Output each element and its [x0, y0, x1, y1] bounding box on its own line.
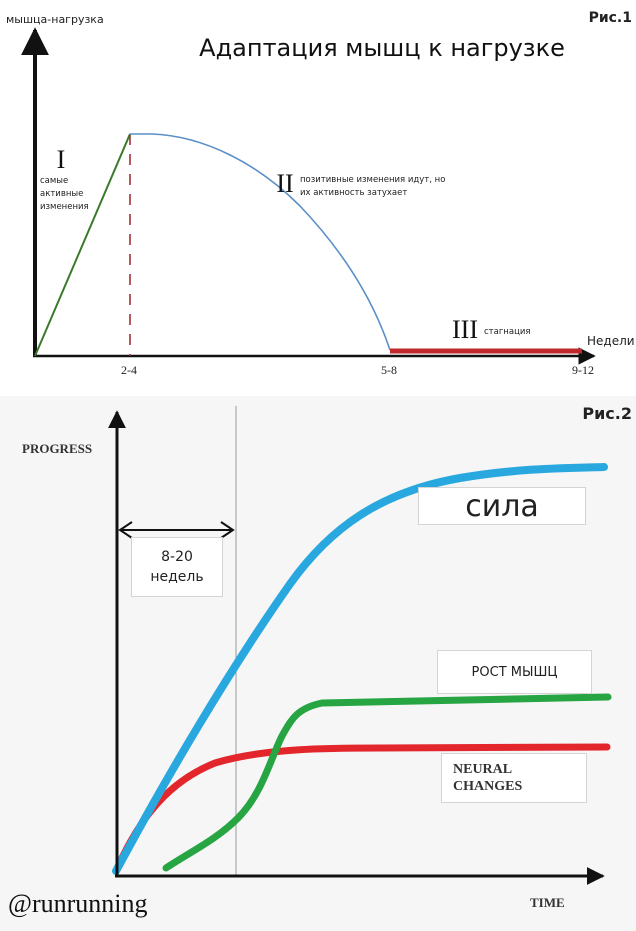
fig1-y-axis-label: мышца-нагрузка: [6, 13, 104, 26]
neural-changes-legend-box: NEURAL CHANGES: [441, 753, 587, 803]
phase-2-numeral: II: [276, 169, 293, 198]
phase-3-label: стагнация: [484, 327, 531, 337]
fig2-figure-label: Рис.2: [582, 404, 632, 423]
phase-1-label-line: активные: [40, 189, 83, 199]
figure-1-panel: 2-4 5-8 9-12 мышца-нагрузка Недели Рис.1…: [0, 0, 636, 396]
watermark: @runrunning: [8, 889, 148, 918]
strength-legend-label: сила: [465, 488, 539, 524]
phase-1-label-line: самые: [40, 176, 68, 186]
phase-3-numeral: III: [452, 315, 478, 344]
muscle-growth-legend-label: РОСТ МЫШЦ: [471, 664, 558, 680]
phase-1-label-line: изменения: [40, 202, 89, 212]
fig1-title: Адаптация мышц к нагрузке: [199, 34, 565, 62]
fig1-x-tick: 2-4: [121, 363, 137, 377]
interval-label-line: 8-20: [161, 549, 193, 565]
strength-curve: [112, 463, 608, 875]
phase-2-curve: [130, 133, 391, 351]
interval-label-line: недель: [150, 569, 204, 585]
fig2-y-axis-label: PROGRESS: [22, 441, 92, 456]
interval-arrow-head-right: [220, 521, 235, 539]
muscle-growth-curve: [162, 693, 612, 872]
interval-arrow-head-left: [118, 521, 133, 539]
phase-1-line: [34, 133, 131, 357]
neural-changes-legend-line: NEURAL: [453, 762, 513, 777]
strength-legend-box: сила: [418, 487, 586, 525]
figure-2-plot: PROGRESS TIME Рис.2: [22, 404, 632, 910]
fig1-x-tick: 9-12: [572, 363, 594, 377]
fig1-figure-label: Рис.1: [589, 10, 632, 26]
muscle-growth-legend-box: РОСТ МЫШЦ: [437, 650, 592, 694]
fig2-x-axis-label: TIME: [530, 895, 565, 910]
phase-1-numeral: I: [57, 145, 66, 174]
phase-2-label-line: их активность затухает: [300, 188, 407, 198]
figure-2-panel: PROGRESS TIME Рис.2 8-20 недель сила РОС…: [0, 396, 636, 931]
interval-label-box: 8-20 недель: [131, 537, 223, 597]
phase-2-label-line: позитивные изменения идут, но: [300, 175, 445, 185]
neural-changes-legend-line: CHANGES: [453, 779, 523, 794]
fig1-x-tick: 5-8: [381, 363, 397, 377]
fig1-x-axis-label: Недели: [587, 334, 635, 348]
figure-1-plot: 2-4 5-8 9-12 мышца-нагрузка Недели Рис.1…: [6, 10, 635, 377]
